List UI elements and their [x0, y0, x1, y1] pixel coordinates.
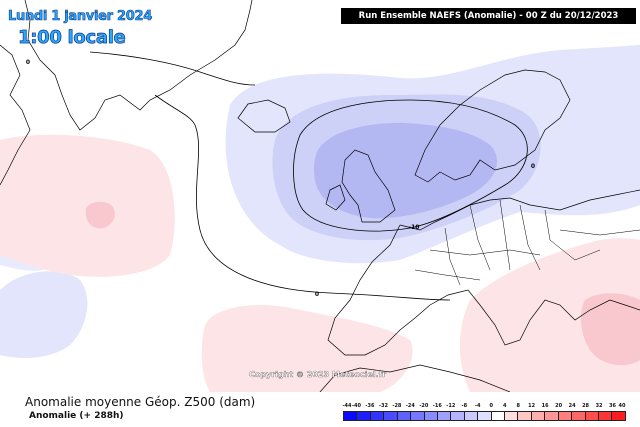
negative-anomaly-core [314, 122, 498, 219]
legend-tick-label: 32 [595, 403, 603, 409]
forecast-time: 1:00 locale [18, 27, 126, 49]
footer: Anomalie moyenne Géop. Z500 (dam) Anomal… [0, 392, 640, 427]
legend-tick-label: -16 [432, 403, 442, 409]
legend-swatch [464, 412, 479, 420]
africa-coast [319, 364, 511, 392]
national-borders [414, 199, 640, 286]
legend-swatch [505, 412, 519, 420]
positive-anomaly-iberia [201, 305, 413, 392]
legend-swatch [370, 412, 385, 420]
footer-subtitle: Anomalie (+ 288h) [29, 411, 124, 421]
contour-label-east: 0 [531, 163, 535, 170]
legend-swatch [531, 412, 546, 420]
legend-swatch [585, 412, 600, 420]
greenland-coast [24, 0, 253, 131]
run-header: Run Ensemble NAEFS (Anomalie) - 00 Z du … [341, 8, 636, 24]
contour-label-greenland: 0 [26, 59, 30, 66]
legend-tick-label: -32 [378, 403, 388, 409]
contour-label-group: 0 0 -10 0 [26, 59, 535, 298]
legend-swatch [478, 412, 492, 420]
british-isles-coast [325, 149, 396, 223]
contour-zero-north [89, 51, 256, 86]
legend-tick-label: 20 [555, 403, 563, 409]
color-legend: -44 -40 -36 -32 -28 -24 -20 -16 -12 -8 -4 0 4 8 12 16 20… [342, 403, 626, 425]
map-canvas: 0 0 -10 0 [0, 0, 640, 392]
contour-minus-ten [293, 99, 528, 232]
legend-swatch [572, 412, 586, 420]
legend-ticks: -44 -40 -36 -32 -28 -24 -20 -16 -12 -8 -4 0 4 8 12 16 20… [342, 403, 626, 411]
legend-swatch [344, 412, 358, 420]
legend-tick-label: -12 [446, 403, 456, 409]
legend-tick-label: 12 [528, 403, 536, 409]
legend-tick-label: -44 [342, 403, 352, 409]
legend-swatch [437, 412, 452, 420]
legend-swatch [424, 412, 438, 420]
positive-anomaly-southeast-core [580, 293, 640, 366]
legend-tick-label: 4 [502, 403, 507, 409]
contour-label-atlantic: 0 [315, 291, 319, 298]
legend-tick-label: -24 [405, 403, 415, 409]
legend-tick-label: 36 [609, 403, 616, 409]
contour-lines [89, 51, 528, 301]
legend-tick-label: -4 [474, 403, 481, 409]
legend-swatch [599, 412, 613, 420]
positive-anomaly-canada [0, 134, 175, 277]
negative-anomaly-southwest [0, 271, 88, 358]
iceland-coast [237, 99, 291, 133]
canada-coast [0, 44, 31, 186]
positive-anomaly-canada-core [85, 201, 115, 229]
legend-swatch [518, 412, 532, 420]
footer-title: Anomalie moyenne Géop. Z500 (dam) [25, 395, 256, 409]
legend-tick-label: -40 [351, 403, 361, 409]
contour-label-north-sea: -10 [409, 224, 420, 231]
legend-tick-label: -8 [461, 403, 468, 409]
legend-tick-label: 16 [541, 403, 549, 409]
scandinavia-coast [414, 69, 571, 183]
legend-swatch [357, 412, 371, 420]
legend-swatch [384, 412, 398, 420]
anomaly-shading [0, 45, 640, 392]
legend-tick-label: 0 [489, 403, 493, 409]
legend-swatch [491, 412, 506, 420]
map-panel: 0 0 -10 0 Lundi 1 janvier 2024 1:00 loca… [0, 0, 640, 392]
forecast-date: Lundi 1 janvier 2024 [8, 9, 153, 25]
legend-tick-label: 40 [618, 403, 626, 409]
legend-swatch [397, 412, 412, 420]
legend-tick-label: -36 [365, 403, 375, 409]
legend-swatch [558, 412, 573, 420]
legend-swatch [545, 412, 559, 420]
contour-zero-west [154, 94, 451, 301]
legend-swatch [612, 412, 625, 420]
legend-tick-label: 28 [582, 403, 590, 409]
legend-swatch [411, 412, 425, 420]
europe-coast [327, 189, 640, 356]
legend-swatch [451, 412, 465, 420]
copyright-notice: Copyright © 2023 Meteociel.fr [249, 370, 387, 379]
coastlines [0, 0, 640, 392]
legend-tick-label: -20 [419, 403, 429, 409]
legend-bar [343, 411, 626, 421]
legend-tick-label: 8 [516, 403, 520, 409]
legend-tick-label: 24 [568, 403, 576, 409]
legend-tick-label: -28 [392, 403, 402, 409]
